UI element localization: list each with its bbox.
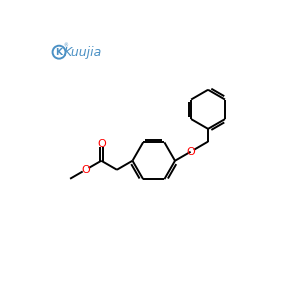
- Text: O: O: [187, 147, 195, 157]
- Text: ®: ®: [63, 43, 68, 48]
- Text: O: O: [81, 165, 90, 175]
- Text: Kuujia: Kuujia: [64, 46, 102, 59]
- Text: O: O: [97, 139, 106, 148]
- Text: K: K: [56, 48, 62, 57]
